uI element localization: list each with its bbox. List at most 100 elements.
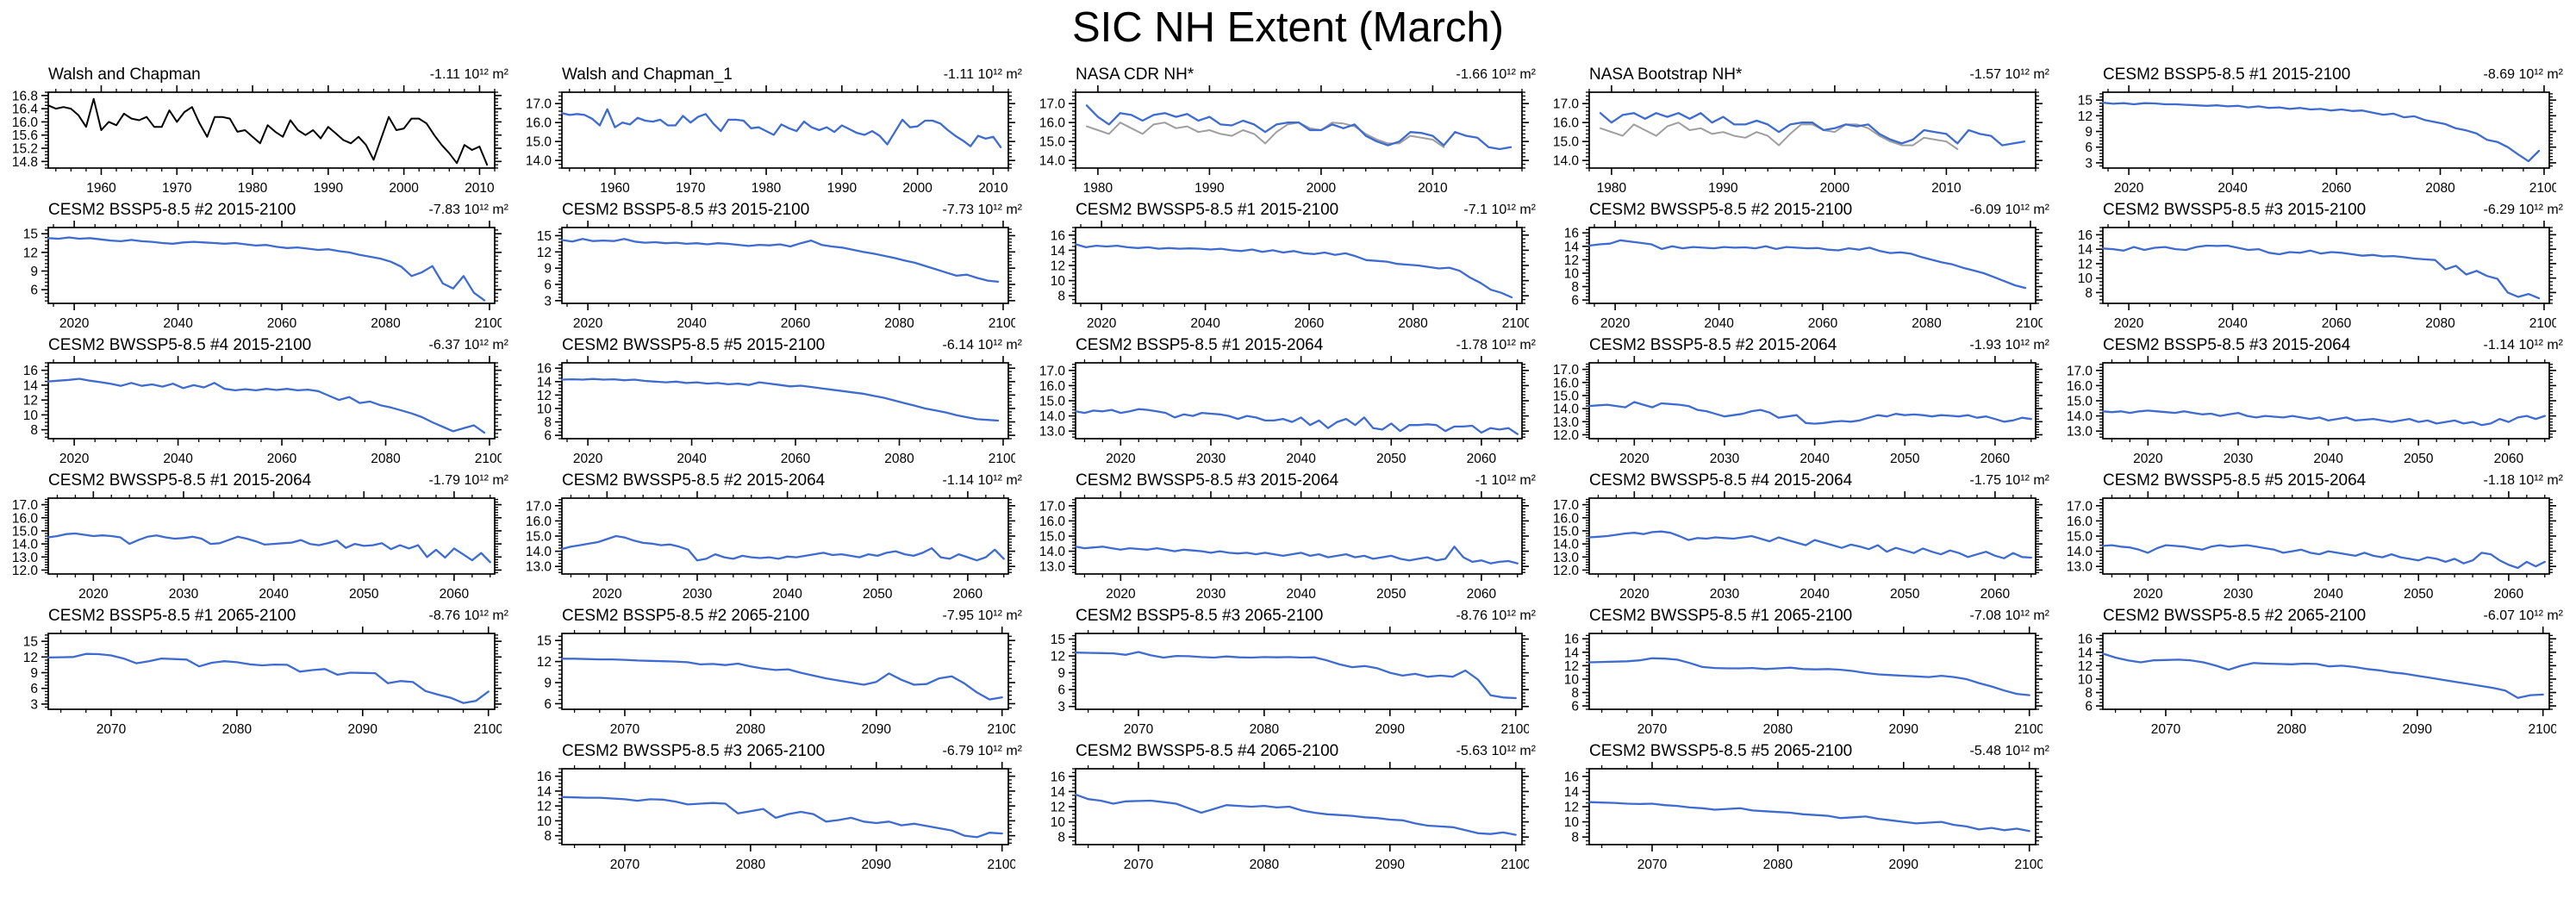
y-tick-label: 15	[537, 634, 552, 649]
x-tick-label: 2080	[1250, 858, 1280, 872]
y-tick-label: 10	[1051, 274, 1066, 289]
panel-header: CESM2 BSSP5-8.5 #2 2015-2100 -7.83 10¹² m…	[3, 199, 517, 219]
series-line	[1074, 793, 1517, 836]
panel: CESM2 BWSSP5-8.5 #5 2015-2064 -1.18 10¹² …	[2058, 470, 2572, 605]
x-tick-label: 2020	[1619, 587, 1650, 602]
panel: CESM2 BSSP5-8.5 #2 2065-2100 -7.95 10¹² m…	[517, 605, 1031, 740]
panel-trend-value: -5.63 10¹² m²	[1456, 744, 1536, 758]
panel-trend-value: -1.11 10¹² m²	[429, 67, 508, 82]
panel: CESM2 BSSP5-8.5 #3 2065-2100 -8.76 10¹² m…	[1031, 605, 1544, 740]
plot-svg: 2070 2080 2090 2100 3 6 9 12 15	[1051, 627, 1529, 737]
x-tick-label: 2020	[1619, 452, 1650, 466]
x-tick-label: 2080	[1763, 722, 1793, 737]
y-tick-label: 10	[537, 814, 552, 829]
x-tick-label: 2020	[573, 316, 603, 331]
panel: CESM2 BSSP5-8.5 #3 2015-2064 -1.14 10¹² m…	[2058, 334, 2572, 470]
panel-header: CESM2 BWSSP5-8.5 #2 2065-2100 -6.07 10¹² …	[2058, 605, 2572, 625]
x-tick-label: 2010	[978, 181, 1008, 196]
y-tick-label: 14.8	[12, 155, 38, 170]
panel-trend-value: -8.76 10¹² m²	[1456, 608, 1536, 623]
panel-trend-value: -7.08 10¹² m²	[1969, 608, 2049, 623]
y-tick-label: 8	[1571, 280, 1579, 295]
x-tick-label: 2020	[59, 452, 90, 466]
y-tick-label: 10	[1564, 266, 1580, 281]
x-tick-label: 2040	[163, 316, 193, 331]
y-tick-label: 17.0	[2067, 364, 2093, 378]
x-tick-label: 2040	[2217, 316, 2248, 331]
panel-trend-value: -7.73 10¹² m²	[942, 203, 1022, 217]
x-tick-label: 2080	[2425, 181, 2455, 196]
panel: CESM2 BWSSP5-8.5 #4 2015-2100 -6.37 10¹² …	[3, 334, 517, 470]
panel-trend-value: -8.76 10¹² m²	[428, 608, 508, 623]
x-tick-label: 2060	[1808, 316, 1838, 331]
y-tick-label: 16.0	[1553, 511, 1580, 526]
panel-title: Walsh and Chapman	[48, 66, 201, 84]
x-tick-label: 2040	[2313, 587, 2343, 602]
panel: CESM2 BWSSP5-8.5 #1 2015-2064 -1.79 10¹² …	[3, 470, 517, 605]
panel-header: CESM2 BWSSP5-8.5 #1 2065-2100 -7.08 10¹² …	[1544, 605, 2058, 625]
y-tick-label: 14	[1051, 244, 1066, 259]
panel-header: CESM2 BWSSP5-8.5 #3 2015-2064 -1 10¹² m²	[1031, 470, 1544, 490]
y-tick-label: 14.0	[1039, 154, 1066, 169]
plot-svg: 1960 1970 1980 1990 2000 2010 14.0 15.0 16.0 17.0	[526, 85, 1015, 196]
y-tick-label: 6	[1057, 683, 1065, 698]
y-tick-label: 15.0	[526, 530, 552, 545]
x-tick-label: 2090	[862, 722, 892, 737]
panel-title: CESM2 BWSSP5-8.5 #3 2015-2064	[1076, 471, 1339, 490]
x-tick-label: 2060	[1980, 452, 2011, 466]
x-tick-label: 2070	[2151, 722, 2181, 737]
figure-canvas: SIC NH Extent (March) Walsh and Chapman -…	[0, 3, 2576, 917]
x-tick-label: 2070	[1124, 858, 1154, 872]
panel-title: CESM2 BSSP5-8.5 #3 2015-2064	[2103, 336, 2351, 354]
panel: CESM2 BWSSP5-8.5 #2 2015-2100 -6.09 10¹² …	[1544, 199, 2058, 334]
x-tick-label: 2090	[2403, 722, 2433, 737]
y-tick-label: 12	[2078, 257, 2093, 271]
y-tick-label: 17.0	[12, 498, 39, 513]
panel-trend-value: -6.37 10¹² m²	[428, 338, 508, 352]
y-tick-label: 9	[30, 666, 38, 681]
y-tick-label: 8	[2085, 686, 2093, 701]
series-line	[47, 652, 490, 704]
plot-svg: 2020 2030 2040 2050 2060 13.014.015.016.017.0	[2067, 491, 2556, 602]
x-tick-label: 1980	[1083, 181, 1113, 196]
panel-header: CESM2 BSSP5-8.5 #1 2015-2100 -8.69 10¹² m…	[2058, 64, 2572, 84]
panel-trend-value: -7.83 10¹² m²	[428, 203, 508, 217]
y-tick-label: 14.0	[2067, 545, 2093, 559]
x-tick-label: 2090	[1375, 858, 1406, 872]
y-tick-label: 16.0	[1553, 116, 1580, 131]
x-tick-label: 2050	[349, 587, 379, 602]
y-tick-label: 14.0	[1039, 545, 1066, 559]
x-tick-label: 2090	[1889, 858, 1919, 872]
x-tick-label: 2030	[683, 587, 713, 602]
y-tick-label: 16	[1051, 228, 1065, 243]
x-tick-label: 2020	[78, 587, 109, 602]
series-line	[560, 658, 1003, 701]
y-tick-label: 12	[1051, 259, 1065, 274]
y-tick-label: 13.0	[1553, 415, 1580, 430]
panel: CESM2 BWSSP5-8.5 #5 2015-2100 -6.14 10¹² …	[517, 334, 1031, 470]
y-tick-label: 12	[1051, 801, 1065, 815]
x-tick-label: 2100	[2528, 722, 2556, 737]
plot-svg: 1960 1970 1980 1990 2000 2010 14.815.215.616.0…	[12, 85, 502, 196]
series-line	[1587, 401, 2032, 425]
x-tick-label: 2020	[2114, 316, 2144, 331]
y-tick-label: 14.0	[1039, 409, 1066, 424]
y-tick-label: 15	[23, 228, 38, 242]
y-tick-label: 6	[30, 682, 38, 696]
series-line	[1587, 239, 2027, 290]
panel-title: CESM2 BSSP5-8.5 #2 2015-2100	[48, 201, 296, 219]
y-tick-label: 16	[1564, 227, 1579, 241]
panel-title: CESM2 BWSSP5-8.5 #5 2015-2064	[2103, 471, 2367, 490]
x-tick-label: 2070	[610, 722, 640, 737]
y-tick-label: 12	[1564, 253, 1579, 268]
x-tick-label: 2010	[1931, 181, 1962, 196]
x-tick-label: 2020	[59, 316, 90, 331]
series-line	[2101, 244, 2541, 300]
series-line	[47, 97, 489, 166]
x-tick-label: 2020	[2133, 587, 2163, 602]
x-tick-label: 2040	[772, 587, 802, 602]
y-tick-label: 14.0	[1553, 402, 1580, 417]
